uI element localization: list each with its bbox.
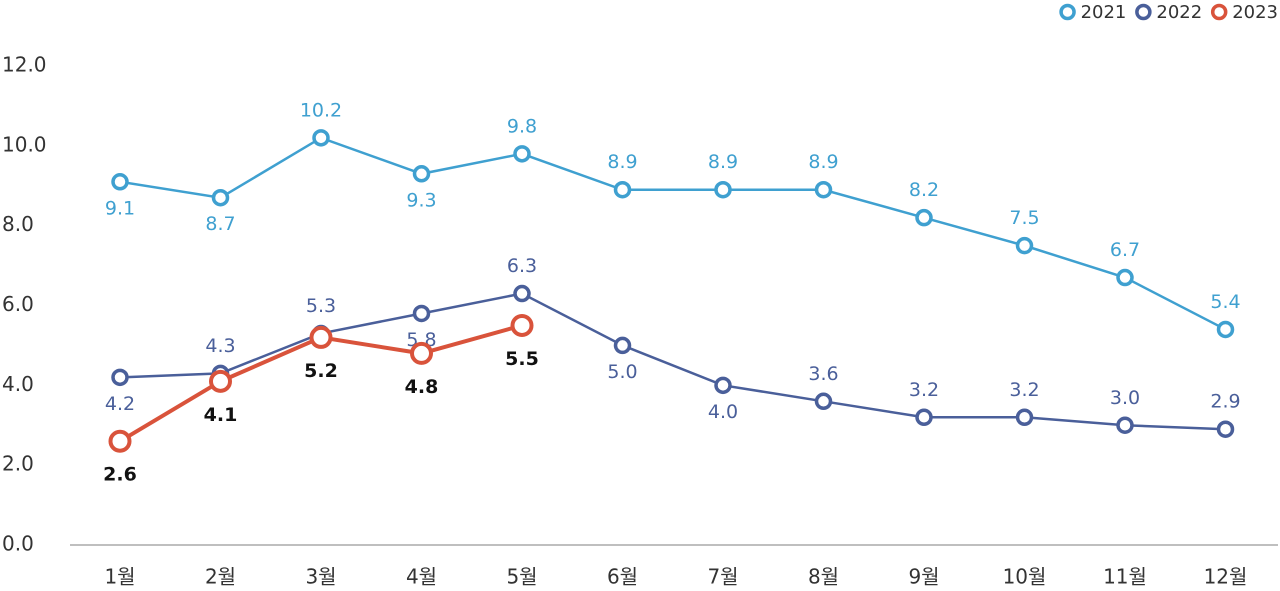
point [814, 392, 833, 411]
point [613, 336, 632, 355]
data-label: 5.5 [505, 348, 539, 370]
point [714, 376, 732, 395]
x-tick-label: 8월 [808, 565, 839, 589]
point [111, 173, 129, 191]
point [108, 429, 132, 453]
point [1216, 320, 1235, 339]
x-tick-label: 3월 [305, 565, 336, 589]
data-label: 8.2 [909, 179, 939, 201]
legend-label: 2023 [1232, 2, 1278, 23]
y-tick-label: 10.0 [2, 132, 47, 156]
data-label: 4.1 [204, 404, 238, 426]
x-tick-label: 5월 [506, 565, 537, 589]
x-tick-label: 6월 [607, 565, 638, 589]
data-label: 5.0 [607, 361, 637, 383]
x-tick-label: 1월 [104, 565, 135, 589]
point [510, 313, 534, 337]
data-label: 6.3 [507, 255, 537, 277]
data-label: 4.2 [105, 393, 135, 415]
data-label: 5.2 [304, 360, 338, 382]
x-tick-label: 7월 [707, 565, 738, 589]
point [209, 369, 232, 393]
point [111, 368, 129, 387]
point [1116, 268, 1134, 287]
point [309, 325, 333, 349]
point [211, 188, 230, 207]
legend-marker [1059, 3, 1076, 21]
data-label: 4.8 [405, 376, 439, 398]
legend-label: 2021 [1081, 2, 1127, 23]
data-label: 7.5 [1009, 207, 1039, 229]
point [1015, 236, 1034, 255]
data-label: 8.9 [708, 151, 738, 173]
data-label: 2.6 [103, 464, 137, 486]
data-label: 3.0 [1110, 387, 1140, 409]
point [1015, 408, 1034, 427]
data-label: 8.9 [808, 151, 838, 173]
data-label: 9.3 [406, 189, 436, 211]
x-tick-label: 4월 [406, 565, 437, 589]
legend-marker [1210, 3, 1228, 21]
data-label: 2.9 [1210, 391, 1240, 413]
data-label: 6.7 [1110, 239, 1140, 261]
x-tick-label: 2월 [205, 565, 236, 589]
point [412, 165, 431, 183]
y-tick-label: 0.0 [2, 532, 34, 556]
point [915, 208, 933, 227]
data-label: 4.3 [205, 335, 235, 357]
x-tick-label: 10월 [1003, 565, 1047, 589]
data-label: 3.2 [1009, 379, 1039, 401]
point [714, 180, 732, 199]
y-tick-label: 6.0 [2, 292, 34, 316]
point [410, 341, 433, 365]
data-label: 3.2 [909, 379, 939, 401]
legend-label: 2022 [1156, 2, 1202, 23]
data-label: 4.0 [708, 401, 738, 423]
point [513, 284, 531, 303]
data-label: 8.7 [205, 213, 235, 235]
data-label: 9.1 [105, 197, 135, 219]
data-label: 3.6 [808, 363, 838, 385]
x-tick-label: 11월 [1103, 565, 1147, 589]
point [915, 408, 933, 427]
point [312, 129, 330, 147]
y-tick-label: 8.0 [2, 212, 34, 236]
point [1116, 416, 1134, 434]
data-label: 10.2 [300, 99, 342, 121]
y-tick-label: 12.0 [2, 53, 47, 77]
x-tick-label: 12월 [1204, 565, 1248, 589]
y-tick-label: 2.0 [2, 452, 34, 476]
data-label: 5.4 [1210, 291, 1240, 313]
point [412, 304, 431, 323]
data-label: 9.8 [507, 115, 537, 137]
y-tick-label: 4.0 [2, 372, 34, 396]
point [613, 180, 632, 199]
series-line [119, 292, 1226, 431]
data-label: 5.3 [306, 295, 336, 317]
series-line [119, 136, 1227, 331]
point [513, 145, 531, 163]
point [814, 180, 833, 199]
x-tick-label: 9월 [908, 565, 939, 589]
data-label: 8.9 [607, 151, 637, 173]
legend-marker [1135, 3, 1152, 21]
point [1216, 420, 1235, 438]
